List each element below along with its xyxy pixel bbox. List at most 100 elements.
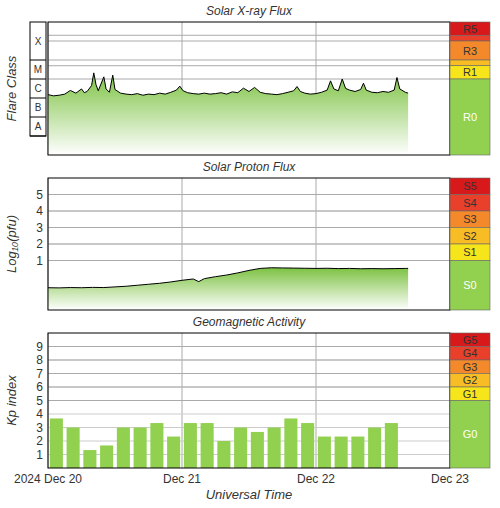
tick-label: B [35, 102, 42, 113]
bar [335, 437, 348, 468]
bar [150, 423, 163, 468]
scale-label: G0 [463, 428, 478, 440]
bar [351, 437, 364, 468]
scale-band [450, 261, 490, 311]
bar [117, 428, 130, 469]
tick-label: C [34, 83, 41, 94]
title: Geomagnetic Activity [193, 315, 306, 329]
scale-label: S0 [463, 279, 476, 291]
tick-label: 7 [36, 367, 43, 381]
line [48, 268, 408, 288]
grid-line [48, 387, 450, 388]
threshold-line [48, 400, 450, 401]
bar [234, 428, 247, 469]
scale-band [450, 387, 490, 401]
chart: Solar X-ray FluxFlare ClassABCMXR5R3R1R0… [0, 0, 500, 508]
bar [67, 428, 80, 469]
tick-label: 1 [36, 448, 43, 462]
scale-label: G5 [463, 334, 478, 346]
bar [301, 423, 314, 468]
scale-label: R1 [463, 66, 477, 78]
scale-band [450, 35, 490, 41]
threshold-line [48, 387, 450, 388]
scale-label: G1 [463, 388, 478, 400]
tick-label: Dec 22 [297, 472, 335, 486]
panel: Solar Proton FluxLog₁₀(pfu)12345S5S4S3S2… [4, 160, 490, 310]
threshold-line [48, 373, 450, 374]
bar [251, 432, 264, 468]
plot-frame [48, 333, 450, 468]
threshold-line [48, 65, 450, 66]
scale-band [450, 360, 490, 374]
scale-band [450, 228, 490, 245]
scale-label: S5 [463, 180, 476, 192]
scale-band [450, 79, 490, 155]
panel: Solar X-ray FluxFlare ClassABCMXR5R3R1R0 [4, 4, 490, 155]
tick-mark [30, 79, 46, 80]
scale-label: S3 [463, 213, 476, 225]
tick-label: Dec 23 [431, 472, 469, 486]
threshold-line [48, 227, 450, 228]
y-axis-label: Kp index [4, 375, 19, 426]
scale-label: R3 [463, 45, 477, 57]
bar [134, 428, 147, 469]
grid-line [48, 360, 450, 361]
title: Solar Proton Flux [203, 160, 297, 174]
tick-label: 5 [36, 188, 43, 202]
scale-label: S4 [463, 197, 476, 209]
threshold-line [48, 60, 450, 61]
scale-band [450, 60, 490, 66]
area [48, 268, 408, 310]
grid-line [48, 346, 450, 347]
tick-label: 2 [36, 434, 43, 448]
grid-line [48, 373, 450, 374]
tick-label: 2024 Dec 20 [14, 472, 82, 486]
bar [385, 423, 398, 468]
scale-band [450, 178, 490, 195]
title: Solar X-ray Flux [206, 4, 293, 18]
tick-label: A [35, 121, 42, 132]
tick-label: 2 [36, 237, 43, 251]
tick-label: 4 [36, 204, 43, 218]
area [48, 73, 408, 155]
tick-label: 6 [36, 380, 43, 394]
bar [184, 423, 197, 468]
plot-background [48, 333, 450, 468]
bar [100, 445, 113, 468]
scale-band [450, 401, 490, 469]
grid-line [48, 414, 450, 415]
tick-label: 3 [36, 221, 43, 235]
y-axis-label: Log₁₀(pfu) [4, 215, 19, 273]
threshold-line [48, 41, 450, 42]
grid-line [48, 400, 450, 401]
background [0, 0, 500, 508]
scale-label: R0 [463, 111, 477, 123]
threshold-line [48, 194, 450, 195]
bar [83, 450, 96, 468]
y-axis-label: Flare Class [4, 55, 19, 121]
scale-band [450, 195, 490, 212]
tick-mark [30, 117, 46, 118]
bar [284, 418, 297, 468]
grid-line [48, 227, 450, 228]
scale-label: S1 [463, 246, 476, 258]
bar [167, 437, 180, 468]
tick-label: 4 [36, 407, 43, 421]
scale-label: G4 [463, 347, 478, 359]
bar [201, 423, 214, 468]
tick-label: X [35, 36, 42, 47]
bar [217, 441, 230, 468]
scale-band [450, 333, 490, 347]
grid-line [48, 194, 450, 195]
tick-label: M [34, 64, 42, 75]
scale-band [450, 22, 490, 35]
scale-band [450, 244, 490, 261]
scale-label: S2 [463, 230, 476, 242]
tick-label: Dec 21 [163, 472, 201, 486]
tick-mark [30, 98, 46, 99]
tick-label: 5 [36, 394, 43, 408]
tick-mark [30, 60, 46, 61]
data-group [48, 73, 408, 155]
threshold-line [48, 346, 450, 347]
line [48, 73, 408, 96]
